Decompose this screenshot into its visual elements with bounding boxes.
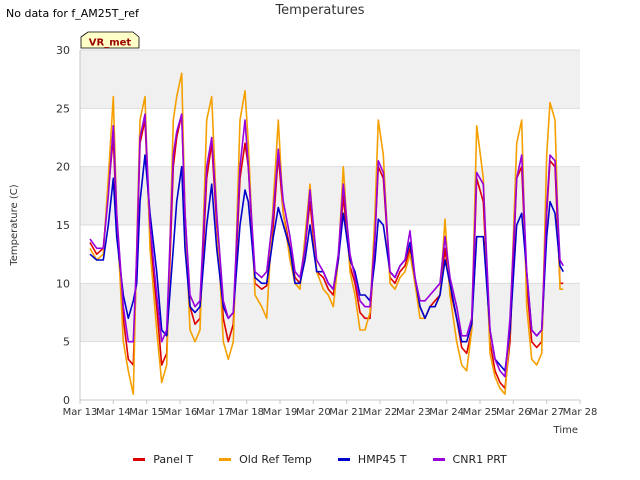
y-tick-label: 10 [56,277,70,290]
series-lines [89,72,564,396]
x-tick-label: Mar 19 [263,407,298,418]
vr-met-annotation: VR_met [80,31,140,49]
legend-swatch-icon [133,458,146,461]
plot-band [80,166,580,225]
x-tick-label: Mar 26 [496,407,531,418]
x-tick-label: Mar 22 [363,407,398,418]
x-tick-label: Mar 23 [396,407,431,418]
legend-swatch-icon [337,458,350,461]
x-tick-label: Mar 17 [196,407,231,418]
y-tick-label: 20 [56,161,70,174]
legend-item: Panel T [133,453,193,466]
x-tick-label: Mar 25 [463,407,498,418]
legend-label: Panel T [153,453,194,466]
y-tick-label: 0 [63,394,70,407]
chart-title: Temperatures [275,3,365,18]
x-tick-label: Mar 28 [563,407,598,418]
x-tick-label: Mar 13 [63,407,98,418]
y-tick-labels: 0 5 10 15 20 25 30 [56,44,70,407]
x-tick-label: Mar 18 [229,407,264,418]
x-tick-label: Mar 27 [529,407,564,418]
plot-band [80,225,580,284]
x-axis-label: Time [553,425,578,436]
y-tick-label: 15 [56,219,70,232]
x-tick-label: Mar 14 [96,407,131,418]
plot-band [80,50,580,109]
legend-item: Old Ref Temp [219,453,312,466]
y-tick-label: 5 [63,336,70,349]
axes [79,50,580,401]
y-tick-label: 30 [56,44,70,57]
x-tick-label: Mar 21 [329,407,364,418]
plot-band [80,108,580,167]
legend-label: CNR1 PRT [452,453,507,466]
y-tick-label: 25 [56,102,70,115]
no-data-note: No data for f_AM25T_ref [6,7,139,20]
legend-item: HMP45 T [337,453,407,466]
plot-band [80,341,580,400]
series-line-cnr1-prt [89,113,564,378]
annotation-label: VR_met [89,38,132,49]
legend-item: CNR1 PRT [432,453,507,466]
y-axis-label: Temperature (C) [9,184,20,266]
legend-label: HMP45 T [357,453,407,466]
x-tick-label: Mar 20 [296,407,331,418]
x-tick-label: Mar 15 [129,407,164,418]
legend: Panel T Old Ref Temp HMP45 T CNR1 PRT [0,453,640,466]
legend-swatch-icon [432,458,445,461]
plot-bands [80,50,580,400]
x-tick-label: Mar 24 [429,407,464,418]
x-tick-label: Mar 16 [163,407,198,418]
annotation-box-icon [80,31,140,49]
legend-swatch-icon [219,458,232,461]
legend-label: Old Ref Temp [239,453,312,466]
